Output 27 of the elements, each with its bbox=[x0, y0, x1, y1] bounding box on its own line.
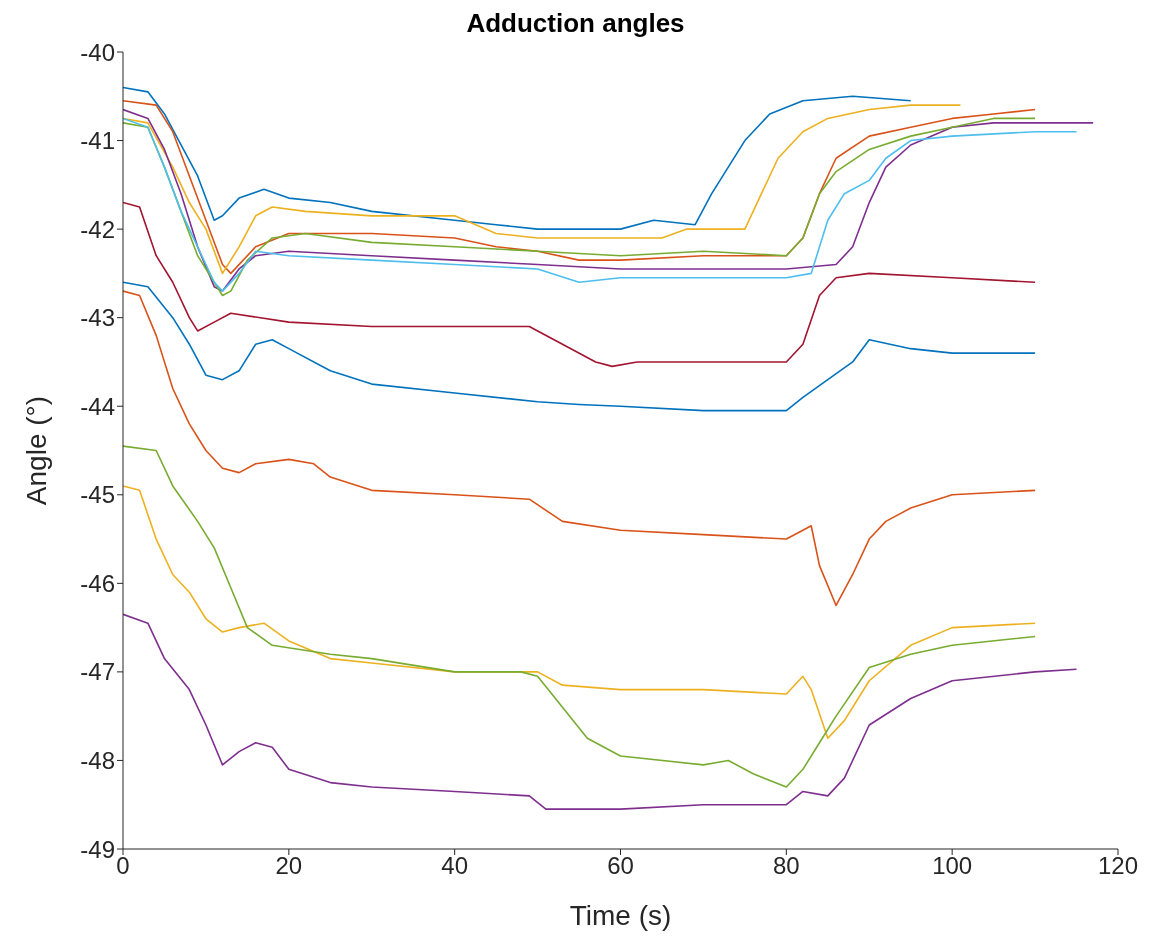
line-series bbox=[123, 281, 1036, 412]
y-tick-label: -43 bbox=[80, 304, 115, 332]
y-tick-label: -42 bbox=[80, 215, 115, 243]
line-series bbox=[123, 613, 1078, 810]
y-axis-title: Angle (°) bbox=[20, 395, 52, 506]
y-tick-label: -47 bbox=[80, 658, 115, 686]
y-tick-label: -46 bbox=[80, 569, 115, 597]
y-tick-label: -44 bbox=[80, 392, 115, 420]
chart-title: Adduction angles bbox=[466, 8, 685, 38]
line-series bbox=[123, 86, 912, 230]
x-tick-label: 100 bbox=[932, 852, 973, 880]
line-series bbox=[123, 290, 1036, 607]
y-tick-label: -41 bbox=[80, 127, 115, 155]
x-tick-label: 120 bbox=[1097, 852, 1139, 880]
x-tick-label: 20 bbox=[275, 852, 303, 880]
line-series bbox=[123, 445, 1036, 788]
y-tick-label: -45 bbox=[80, 481, 115, 509]
x-tick-label: 80 bbox=[772, 852, 800, 880]
line-series bbox=[123, 201, 1036, 368]
y-tick-label: -49 bbox=[80, 835, 115, 863]
y-tick-label: -40 bbox=[80, 38, 115, 66]
x-tick-label: 0 bbox=[116, 852, 130, 880]
y-tick-label: -48 bbox=[80, 746, 115, 774]
x-tick-label: 40 bbox=[441, 852, 469, 880]
x-axis-title: Time (s) bbox=[569, 900, 672, 931]
x-tick-label: 60 bbox=[607, 852, 634, 880]
line-series bbox=[123, 485, 1036, 740]
